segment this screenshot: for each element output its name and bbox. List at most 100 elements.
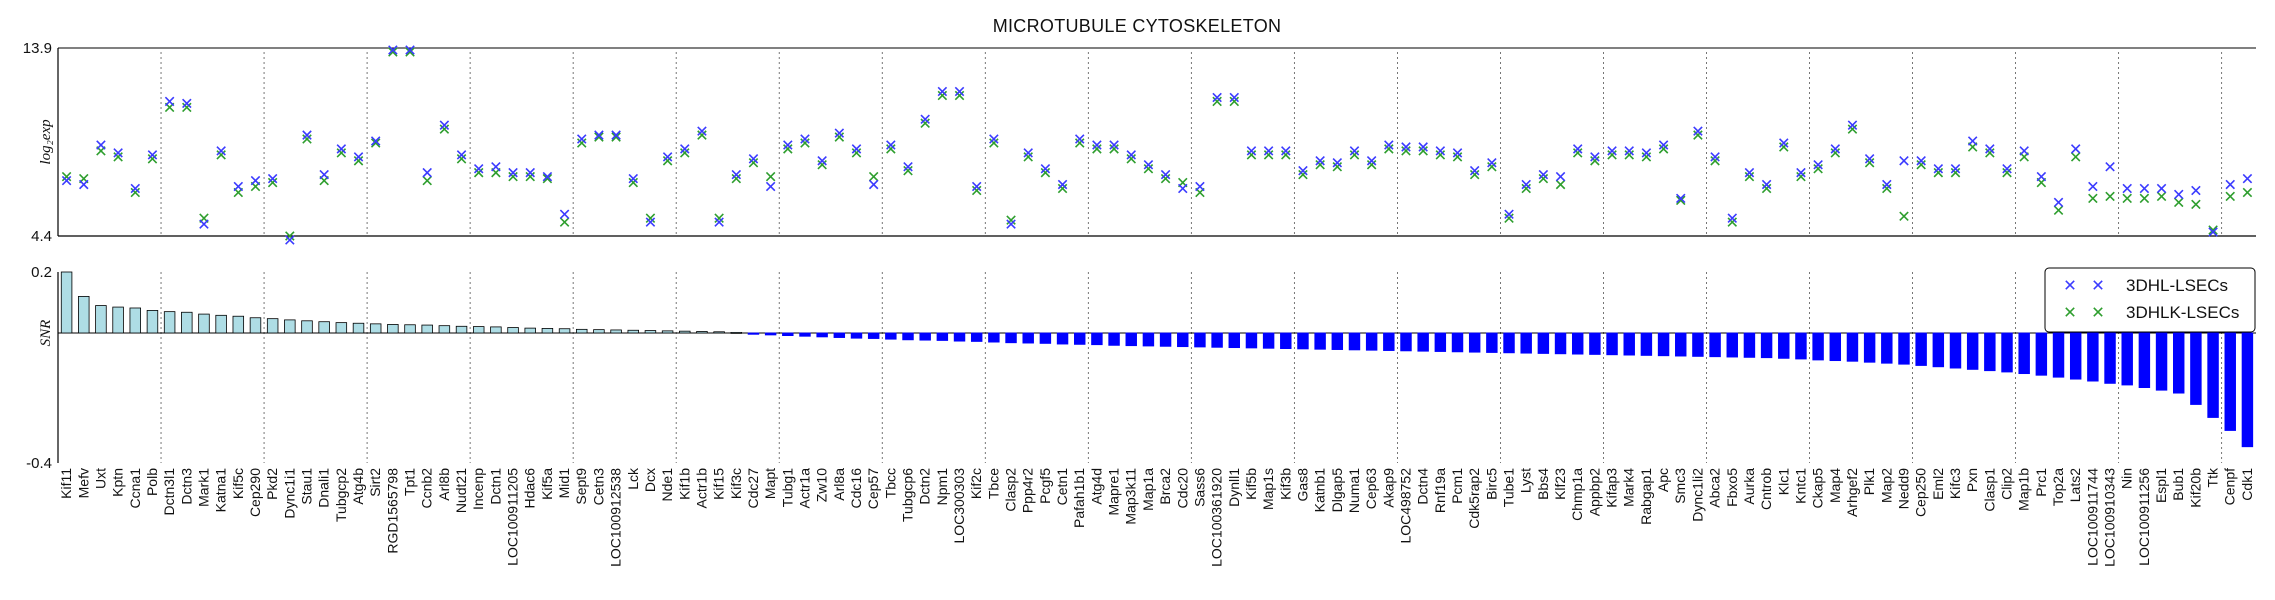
- marker-3dhlk-Kif15: [714, 213, 724, 223]
- snr-bar-Dlgap5: [1331, 332, 1344, 350]
- marker-3dhl-Map4: [1830, 144, 1841, 154]
- marker-3dhlk-Akap9: [1384, 144, 1394, 154]
- marker-3dhlk-Espl1: [2156, 191, 2167, 202]
- top-ylabel: log₂exp: [38, 119, 54, 165]
- marker-3dhlk-Cenpf: [2225, 191, 2236, 202]
- marker-3dhl-Clasp2: [1006, 219, 1016, 229]
- snr-bar-Dync1li2: [1692, 332, 1704, 357]
- snr-bar-Ccnb2: [421, 324, 433, 334]
- marker-3dhl-Kif20b: [2191, 185, 2201, 196]
- bottom-ytick-max: 0.2: [31, 264, 52, 281]
- marker-3dhlk-Pafah1b1: [1074, 138, 1085, 148]
- snr-bar-Cep290: [249, 317, 262, 334]
- marker-3dhlk-Katna1: [216, 150, 226, 160]
- marker-3dhl-Ccnb2: [422, 167, 432, 178]
- snr-bar-Ppp4r2: [1022, 332, 1034, 344]
- marker-3dhl-Kif1b: [680, 144, 690, 154]
- marker-3dhl-Map3k11: [1126, 150, 1137, 160]
- marker-3dhl-Dctn4: [1418, 142, 1428, 152]
- snr-bar-Katna1: [215, 314, 227, 334]
- snr-bar-Map1a: [1142, 332, 1155, 347]
- snr-bar-Fbxo5: [1726, 332, 1738, 358]
- snr-bar-Brca2: [1159, 332, 1172, 347]
- snr-bar-Kif2c: [970, 332, 983, 342]
- snr-bar-Chmp1a: [1571, 332, 1584, 355]
- marker-3dhlk-Rnf19a: [1435, 150, 1446, 160]
- marker-3dhlk-Dctn2: [920, 118, 930, 128]
- gene-label-Dctn1: Dctn1: [487, 468, 503, 505]
- marker-3dhl-Sept9: [576, 134, 587, 144]
- marker-3dhl-Eml2: [1933, 163, 1944, 174]
- snr-bar-Map2: [1881, 332, 1893, 364]
- snr-bar-Cetn3: [593, 329, 605, 334]
- marker-3dhlk-Mapre1: [1109, 144, 1119, 154]
- marker-3dhl-LOC498752: [1401, 142, 1411, 152]
- snr-bar-Dctn3l1: [163, 311, 176, 334]
- marker-3dhlk-Top2a: [2053, 205, 2064, 216]
- legend-marker-hl-1: [2065, 280, 2075, 290]
- marker-3dhl-Tube1: [1504, 209, 1514, 219]
- snr-bar-Tpt1: [404, 324, 416, 334]
- gene-label-Atg4b: Atg4b: [350, 468, 366, 505]
- snr-bar-Stau1: [301, 320, 313, 334]
- gene-label-Dctn4: Dctn4: [1415, 468, 1431, 505]
- legend-x-hl-b: [2093, 280, 2103, 290]
- gene-label-Cenpf: Cenpf: [2222, 468, 2238, 505]
- marker-3dhlk-Tpt1: [405, 47, 415, 57]
- marker-3dhl-Clasp1: [1985, 144, 1995, 154]
- snr-bar-Incenp: [472, 326, 485, 334]
- snr-bar-Kif5a: [541, 328, 554, 334]
- marker-3dhl-Kntc1: [1796, 167, 1806, 178]
- snr-bar-Nedd9: [1898, 332, 1910, 365]
- marker-3dhl-Numa1: [1349, 146, 1360, 156]
- marker-3dhl-Lyst: [1521, 179, 1531, 190]
- marker-3dhl-Nin: [2122, 183, 2132, 194]
- gene-label-LOC100911205: LOC100911205: [505, 468, 521, 566]
- marker-3dhlk-RGD1565798: [388, 47, 398, 57]
- snr-bar-Cetn1: [1056, 332, 1069, 345]
- marker-3dhlk-Tubgcp6: [903, 165, 913, 176]
- marker-3dhlk-Map3k11: [1126, 154, 1137, 164]
- snr-bar-LOC300303: [953, 332, 966, 342]
- marker-3dhlk-Sirt2: [370, 138, 381, 148]
- bottom-ytick-min: -0.4: [26, 455, 52, 472]
- snr-bar-Lyst: [1520, 332, 1532, 354]
- gene-label-Sirt2: Sirt2: [367, 468, 383, 497]
- marker-3dhlk-Map2: [1882, 183, 1892, 194]
- marker-3dhlk-Kntc1: [1796, 171, 1806, 182]
- gene-label-Pcm1: Pcm1: [1449, 468, 1465, 504]
- marker-3dhl-Mapt: [765, 181, 776, 192]
- marker-3dhl-Pafah1b1: [1074, 134, 1085, 144]
- gene-label-Cep250: Cep250: [1913, 468, 1929, 517]
- marker-3dhl-Tbce: [989, 134, 999, 144]
- marker-3dhlk-Dctn4: [1418, 146, 1428, 156]
- snr-bar-Arl8a: [833, 332, 846, 338]
- marker-3dhl-Cdk1: [2242, 173, 2253, 184]
- marker-3dhlk-Zw10: [817, 159, 827, 170]
- marker-3dhlk-Actr1b: [697, 130, 707, 140]
- marker-3dhlk-Brca2: [1160, 173, 1171, 184]
- marker-3dhl-Klf23: [1555, 171, 1566, 182]
- snr-bar-LOC100361920: [1211, 332, 1223, 348]
- marker-3dhl-Kifc3: [1950, 163, 1961, 174]
- marker-3dhl-Kif5c: [233, 181, 244, 192]
- snr-bar-Polb: [146, 310, 159, 334]
- snr-bar-Pafah1b1: [1074, 332, 1086, 345]
- gene-label-Nde1: Nde1: [659, 468, 675, 502]
- snr-bar-Plk1: [1863, 332, 1876, 363]
- snr-bar-Hdac6: [524, 327, 536, 334]
- marker-3dhlk-Eml2: [1933, 167, 1944, 178]
- marker-3dhlk-LOC100910343: [2105, 191, 2115, 202]
- marker-3dhl-Dync1i1: [285, 235, 295, 245]
- gene-label-Ccnb2: Ccnb2: [419, 468, 435, 509]
- snr-bar-Dctn1: [490, 326, 502, 334]
- gene-label-Birc5: Birc5: [1483, 468, 1499, 500]
- snr-bar-Prc1: [2035, 332, 2048, 376]
- marker-3dhl-Klc1: [1779, 138, 1789, 148]
- marker-3dhlk-Lats2: [2070, 152, 2081, 162]
- marker-3dhl-Katna1: [216, 146, 226, 156]
- gene-label-Clasp2: Clasp2: [1003, 468, 1019, 512]
- gene-label-Arhgef2: Arhgef2: [1844, 468, 1860, 517]
- snr-bar-Uxt: [95, 305, 107, 334]
- marker-3dhlk-Cdc27: [748, 158, 759, 168]
